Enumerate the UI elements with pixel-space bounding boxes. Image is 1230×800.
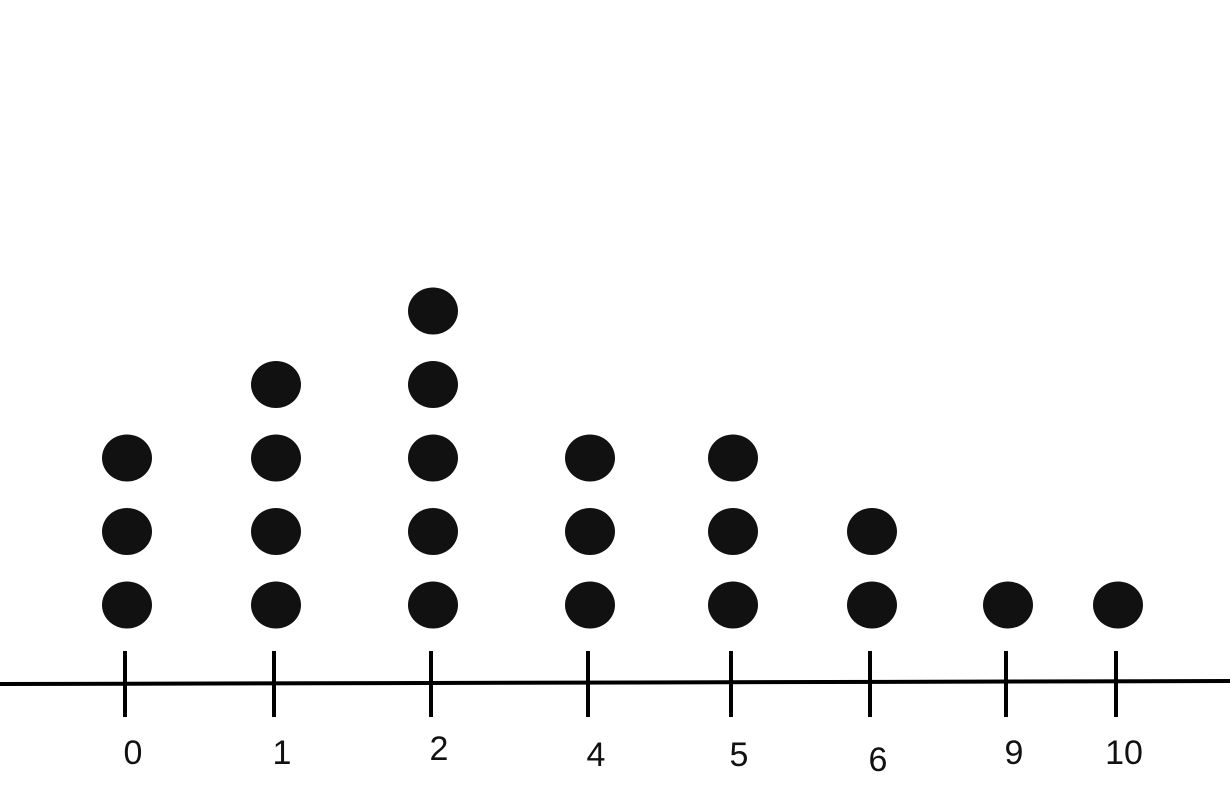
- tick-label: 4: [587, 736, 606, 774]
- tick-label: 9: [1005, 734, 1024, 772]
- dot-4-3: [565, 434, 615, 482]
- dot-0-3: [102, 434, 152, 482]
- tick-label: 5: [730, 736, 749, 774]
- tick-label: 1: [273, 734, 292, 772]
- dot-1-1: [251, 581, 301, 629]
- tick-label: 0: [124, 734, 143, 772]
- dot-1-4: [251, 361, 301, 408]
- dot-5-2: [708, 508, 758, 555]
- dot-10-1: [1093, 581, 1143, 629]
- tick-label: 10: [1105, 734, 1143, 772]
- dot-4-2: [565, 508, 615, 555]
- dot-1-3: [251, 434, 301, 482]
- dot-2-1: [408, 581, 458, 629]
- tick-label: 2: [430, 730, 449, 768]
- dot-6-1: [847, 581, 897, 629]
- dot-6-2: [847, 508, 897, 555]
- dot-1-2: [251, 508, 301, 555]
- dot-5-3: [708, 434, 758, 482]
- dot-9-1: [983, 581, 1033, 629]
- dot-2-4: [408, 361, 458, 408]
- x-axis-line: [0, 679, 1230, 686]
- dot-4-1: [565, 581, 615, 629]
- dot-2-3: [408, 434, 458, 482]
- dot-5-1: [708, 581, 758, 629]
- dot-0-1: [102, 581, 152, 629]
- tick-label: 6: [869, 741, 888, 779]
- dot-2-5: [408, 287, 458, 335]
- dot-2-2: [408, 508, 458, 555]
- dot-0-2: [102, 508, 152, 555]
